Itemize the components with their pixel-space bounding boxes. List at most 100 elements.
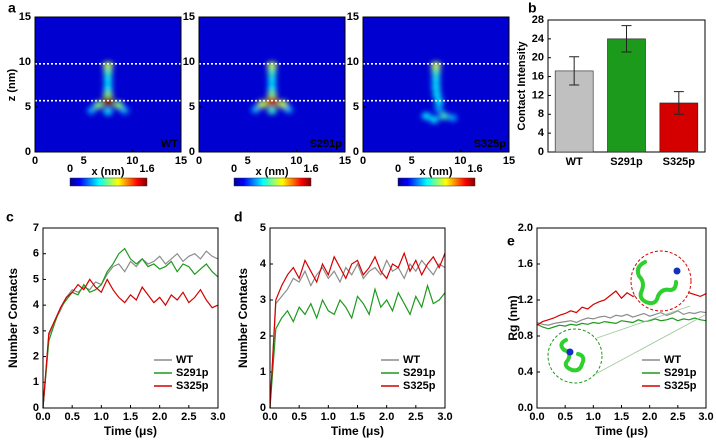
colorbar <box>69 177 148 187</box>
plot-frame <box>536 227 707 409</box>
x-tick-label: 3.0 <box>210 411 225 423</box>
density-spot <box>103 90 113 99</box>
density-spot <box>103 83 113 91</box>
density-spot <box>120 107 129 114</box>
x-tick-label: 15 <box>175 155 187 167</box>
series-line <box>269 283 446 409</box>
y-tick-label: 10 <box>347 56 359 68</box>
x-tick-label: WT <box>566 156 583 168</box>
x-axis-label: x (nm) <box>92 166 125 178</box>
panel-letter: d <box>234 209 243 225</box>
density <box>421 61 457 124</box>
density-spot <box>267 76 277 84</box>
phospho-site <box>673 267 681 275</box>
density-spot <box>103 69 113 77</box>
y-tick-label: 0 <box>353 146 359 158</box>
series-line <box>42 250 219 409</box>
x-tick-label: 3.0 <box>437 411 452 423</box>
plot-frame <box>34 16 182 153</box>
x-axis-label: x (nm) <box>256 166 289 178</box>
x-tick-label: 2.0 <box>379 411 394 423</box>
legend-label: S325p <box>664 380 697 392</box>
x-tick-label: 1.0 <box>586 411 601 423</box>
inset-connector <box>596 305 691 339</box>
x-tick-label: 2.5 <box>670 411 685 423</box>
x-tick-label: 0 <box>32 155 38 167</box>
density-spot <box>421 112 431 120</box>
y-tick-label: 12 <box>532 89 544 101</box>
error-bar <box>673 91 684 115</box>
y-tick-label: 7 <box>33 222 39 234</box>
colorbar-tick-label: 0 <box>231 163 237 175</box>
colorbar <box>233 177 312 187</box>
x-tick-label: 5 <box>409 155 415 167</box>
y-tick-label: 15 <box>347 11 359 23</box>
legend-label: S291p <box>403 367 436 379</box>
y-tick-label: 15 <box>19 11 31 23</box>
density-spot <box>101 96 115 107</box>
y-tick-label: 10 <box>19 56 31 68</box>
colorbar <box>397 177 476 187</box>
y-tick-label: 1.6 <box>518 258 533 270</box>
y-tick-label: 20 <box>532 52 544 64</box>
inset-circle <box>630 250 692 312</box>
x-tick-label: 1.5 <box>614 411 629 423</box>
density-spot <box>432 90 442 98</box>
x-tick-label: 1.0 <box>94 411 109 423</box>
panel-letter: c <box>6 209 14 225</box>
y-tick-label: 5 <box>353 101 359 113</box>
density-spot <box>267 69 277 77</box>
bar <box>607 38 646 153</box>
y-axis-label: Rg (nm) <box>506 295 520 340</box>
map-label: S291p <box>310 138 343 150</box>
plot-frame <box>269 227 446 409</box>
density-spot <box>103 76 113 84</box>
y-tick-label: 5 <box>33 273 39 285</box>
y-tick-label: 3 <box>260 294 266 306</box>
y-axis-label: z (nm) <box>6 68 18 101</box>
x-tick-label: 5 <box>81 155 87 167</box>
density-spot <box>431 69 441 77</box>
x-tick-label: 0 <box>196 155 202 167</box>
series-line <box>269 251 446 409</box>
x-tick-label: 0.5 <box>292 411 307 423</box>
y-tick-label: 24 <box>532 33 545 45</box>
colorbar-tick-label: 0 <box>395 163 401 175</box>
legend-label: S291p <box>176 367 209 379</box>
y-tick-label: 3 <box>33 325 39 337</box>
protein-chain <box>559 338 586 373</box>
density-spot <box>284 106 293 113</box>
x-tick-label: 10 <box>290 155 302 167</box>
density-spot <box>434 98 444 106</box>
x-axis-label: x (nm) <box>420 166 453 178</box>
legend-label: S325p <box>403 380 436 392</box>
y-tick-label: 8 <box>538 108 544 120</box>
colorbar-tick-label: 0 <box>67 163 73 175</box>
density-spot <box>429 116 439 124</box>
density-spot <box>277 100 288 109</box>
x-tick-label: 0.5 <box>558 411 573 423</box>
error-bar <box>569 56 580 86</box>
y-tick-label: 0 <box>538 146 544 158</box>
y-tick-label: 0 <box>25 146 31 158</box>
legend-label: S325p <box>176 380 209 392</box>
x-tick-label: S291p <box>610 156 643 168</box>
density-spot <box>103 108 113 115</box>
x-axis-label: Time (μs) <box>595 424 648 438</box>
x-tick-label: 10 <box>454 155 466 167</box>
y-axis-label: Contact Intensity <box>516 41 528 131</box>
density-spot <box>93 101 104 109</box>
colorbar-tick-label: 1.6 <box>303 163 318 175</box>
plot-frame <box>362 16 510 153</box>
x-tick-label: 15 <box>503 155 515 167</box>
x-tick-label: 2.5 <box>408 411 423 423</box>
x-tick-label: 1.0 <box>321 411 336 423</box>
x-tick-label: 1.5 <box>123 411 138 423</box>
y-tick-label: 5 <box>260 222 266 234</box>
series-line <box>536 317 707 330</box>
density-spot <box>267 83 277 91</box>
panel-letter: a <box>8 0 16 16</box>
x-tick-label: 0.0 <box>262 411 277 423</box>
y-tick-label: 1 <box>33 376 39 388</box>
